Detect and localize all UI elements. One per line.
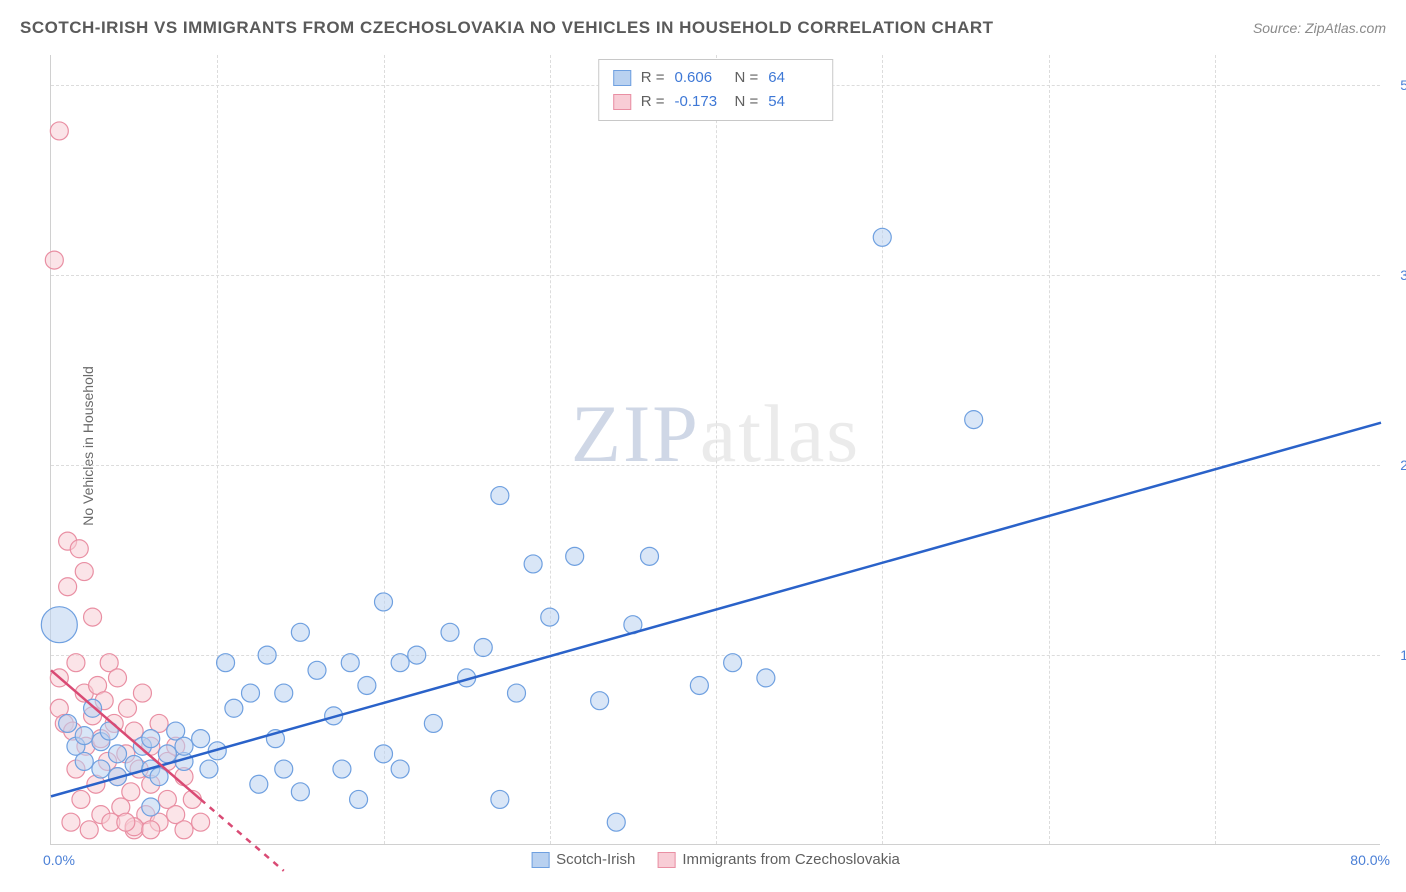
data-point	[491, 790, 509, 808]
trend-line	[51, 423, 1381, 797]
data-point	[117, 813, 135, 831]
data-point	[375, 593, 393, 611]
data-point	[192, 813, 210, 831]
data-point	[122, 783, 140, 801]
data-point	[341, 654, 359, 672]
data-point	[275, 684, 293, 702]
data-point	[258, 646, 276, 664]
legend-r-label: R =	[641, 66, 665, 90]
data-point	[118, 699, 136, 717]
y-tick-label: 12.5%	[1385, 647, 1406, 663]
data-point	[690, 676, 708, 694]
data-point	[408, 646, 426, 664]
legend-r-value: -0.173	[675, 90, 725, 114]
data-point	[41, 607, 77, 643]
data-point	[441, 623, 459, 641]
data-point	[641, 547, 659, 565]
y-tick-label: 37.5%	[1385, 267, 1406, 283]
plot-area: ZIPatlas 12.5%25.0%37.5%50.0% R =0.606N …	[50, 55, 1380, 845]
data-point	[67, 654, 85, 672]
legend-swatch	[531, 852, 549, 868]
data-point	[308, 661, 326, 679]
data-point	[45, 251, 63, 269]
data-point	[391, 760, 409, 778]
chart-title: SCOTCH-IRISH VS IMMIGRANTS FROM CZECHOSL…	[20, 18, 994, 38]
data-point	[350, 790, 368, 808]
data-point	[50, 122, 68, 140]
legend-item: Immigrants from Czechoslovakia	[657, 851, 900, 868]
data-point	[142, 821, 160, 839]
legend-n-label: N =	[735, 90, 759, 114]
data-point	[541, 608, 559, 626]
y-tick-label: 50.0%	[1385, 77, 1406, 93]
data-point	[72, 790, 90, 808]
data-point	[59, 714, 77, 732]
source-attribution: Source: ZipAtlas.com	[1253, 20, 1386, 36]
data-point	[424, 714, 442, 732]
legend-n-value: 64	[768, 66, 818, 90]
data-point	[109, 745, 127, 763]
data-point	[291, 783, 309, 801]
data-point	[275, 760, 293, 778]
data-point	[75, 563, 93, 581]
data-point	[200, 760, 218, 778]
data-point	[965, 411, 983, 429]
scatter-chart	[51, 55, 1380, 844]
data-point	[217, 654, 235, 672]
legend-n-value: 54	[768, 90, 818, 114]
data-point	[524, 555, 542, 573]
data-point	[873, 228, 891, 246]
data-point	[142, 798, 160, 816]
data-point	[70, 540, 88, 558]
data-point	[508, 684, 526, 702]
data-point	[80, 821, 98, 839]
data-point	[75, 752, 93, 770]
legend-item: Scotch-Irish	[531, 851, 635, 868]
data-point	[158, 745, 176, 763]
data-point	[358, 676, 376, 694]
data-point	[225, 699, 243, 717]
correlation-legend: R = 0.606 N = 64 R = -0.173 N = 54	[598, 59, 834, 121]
data-point	[491, 487, 509, 505]
data-point	[192, 730, 210, 748]
x-tick-min: 0.0%	[43, 852, 75, 868]
data-point	[59, 578, 77, 596]
data-point	[391, 654, 409, 672]
data-point	[92, 760, 110, 778]
data-point	[75, 727, 93, 745]
data-point	[142, 730, 160, 748]
data-point	[175, 737, 193, 755]
data-point	[566, 547, 584, 565]
data-point	[242, 684, 260, 702]
data-point	[474, 639, 492, 657]
x-tick-max: 80.0%	[1350, 852, 1390, 868]
legend-series-label: Scotch-Irish	[556, 851, 635, 868]
legend-r-label: R =	[641, 90, 665, 114]
data-point	[375, 745, 393, 763]
data-point	[109, 669, 127, 687]
data-point	[724, 654, 742, 672]
y-tick-label: 25.0%	[1385, 457, 1406, 473]
legend-row: R = -0.173 N = 54	[613, 90, 819, 114]
data-point	[250, 775, 268, 793]
data-point	[84, 608, 102, 626]
legend-r-value: 0.606	[675, 66, 725, 90]
data-point	[291, 623, 309, 641]
legend-swatch	[657, 852, 675, 868]
legend-swatch	[613, 94, 631, 110]
data-point	[607, 813, 625, 831]
data-point	[62, 813, 80, 831]
data-point	[591, 692, 609, 710]
legend-row: R = 0.606 N = 64	[613, 66, 819, 90]
legend-n-label: N =	[735, 66, 759, 90]
trend-line	[201, 799, 284, 870]
data-point	[175, 821, 193, 839]
legend-swatch	[613, 70, 631, 86]
legend-series-label: Immigrants from Czechoslovakia	[682, 851, 900, 868]
data-point	[133, 684, 151, 702]
data-point	[333, 760, 351, 778]
data-point	[757, 669, 775, 687]
series-legend: Scotch-Irish Immigrants from Czechoslovak…	[531, 851, 900, 868]
